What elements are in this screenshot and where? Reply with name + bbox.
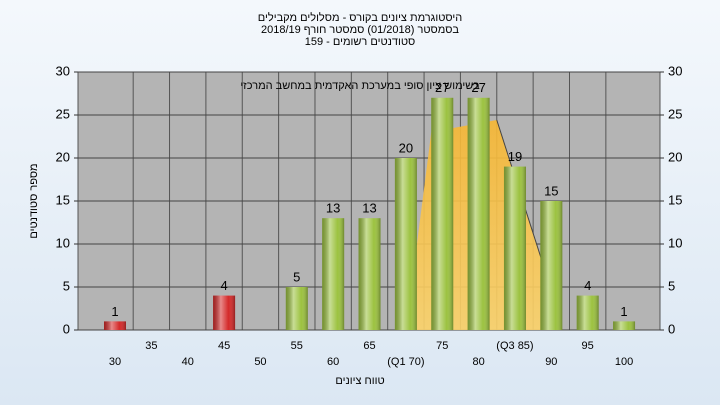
bar-shine [503, 166, 526, 330]
x-tick-label: (Q1 70) [387, 356, 424, 368]
y2-tick-label: 20 [668, 149, 682, 164]
value-label: 1 [111, 304, 118, 319]
value-label: 13 [326, 201, 340, 216]
bar-shine [467, 97, 490, 330]
x-tick-label: 35 [145, 340, 157, 352]
chart-subtitle: סטודנטים רשומים - 159 [305, 36, 416, 48]
y-tick-label: 25 [56, 106, 70, 121]
bar-shine [285, 287, 308, 330]
bar-shine [613, 321, 636, 330]
value-label: 13 [362, 201, 376, 216]
bar-shine [394, 158, 417, 330]
x-tick-label: 100 [615, 356, 633, 368]
y-tick-label: 10 [56, 235, 70, 250]
x-axis-label: טווח ציונים [335, 375, 384, 387]
x-tick-label: (Q3 85) [496, 340, 533, 352]
x-tick-label: 30 [109, 356, 121, 368]
value-label: 15 [544, 183, 558, 198]
y-axis-label: מספר סטודנטים [28, 163, 40, 238]
y2-tick-label: 0 [668, 321, 675, 336]
value-label: 19 [508, 149, 522, 164]
bar-shine [358, 218, 381, 330]
x-tick-label: 60 [327, 356, 339, 368]
value-label: 4 [584, 278, 591, 293]
y2-tick-label: 10 [668, 235, 682, 250]
bar-shine [104, 321, 126, 330]
y-tick-label: 15 [56, 192, 70, 207]
value-label: 5 [293, 269, 300, 284]
y2-tick-label: 5 [668, 278, 675, 293]
x-tick-label: 75 [436, 340, 448, 352]
x-tick-label: 65 [363, 340, 375, 352]
value-label: 4 [220, 278, 227, 293]
x-tick-label: 90 [545, 356, 557, 368]
bar-shine [576, 295, 599, 330]
x-tick-label: 40 [182, 356, 194, 368]
x-tick-label: 45 [218, 340, 230, 352]
value-label: 27 [435, 80, 449, 95]
y-tick-label: 20 [56, 149, 70, 164]
y-tick-label: 0 [63, 321, 70, 336]
chart-title: היסטוגרמת ציונים בקורס - מסלולים מקבילים [258, 11, 462, 24]
x-tick-label: 55 [291, 340, 303, 352]
annotation: בשימוש ציון סופי במערכת האקדמית במחשב המ… [240, 80, 480, 92]
y2-tick-label: 15 [668, 192, 682, 207]
y-tick-label: 5 [63, 278, 70, 293]
bar-shine [322, 218, 345, 330]
x-tick-label: 95 [582, 340, 594, 352]
value-label: 20 [399, 140, 413, 155]
x-tick-label: 50 [254, 356, 266, 368]
chart-subtitle: בסמסטר (01/2018) סמסטר חורף 2018/19 [261, 24, 459, 36]
bar-shine [213, 295, 236, 330]
bar-shine [540, 201, 563, 330]
x-tick-label: 80 [472, 356, 484, 368]
y2-tick-label: 25 [668, 106, 682, 121]
y2-tick-label: 30 [668, 63, 682, 78]
y-tick-label: 30 [56, 63, 70, 78]
value-label: 1 [620, 304, 627, 319]
bar-shine [431, 97, 454, 330]
value-label: 27 [471, 80, 485, 95]
